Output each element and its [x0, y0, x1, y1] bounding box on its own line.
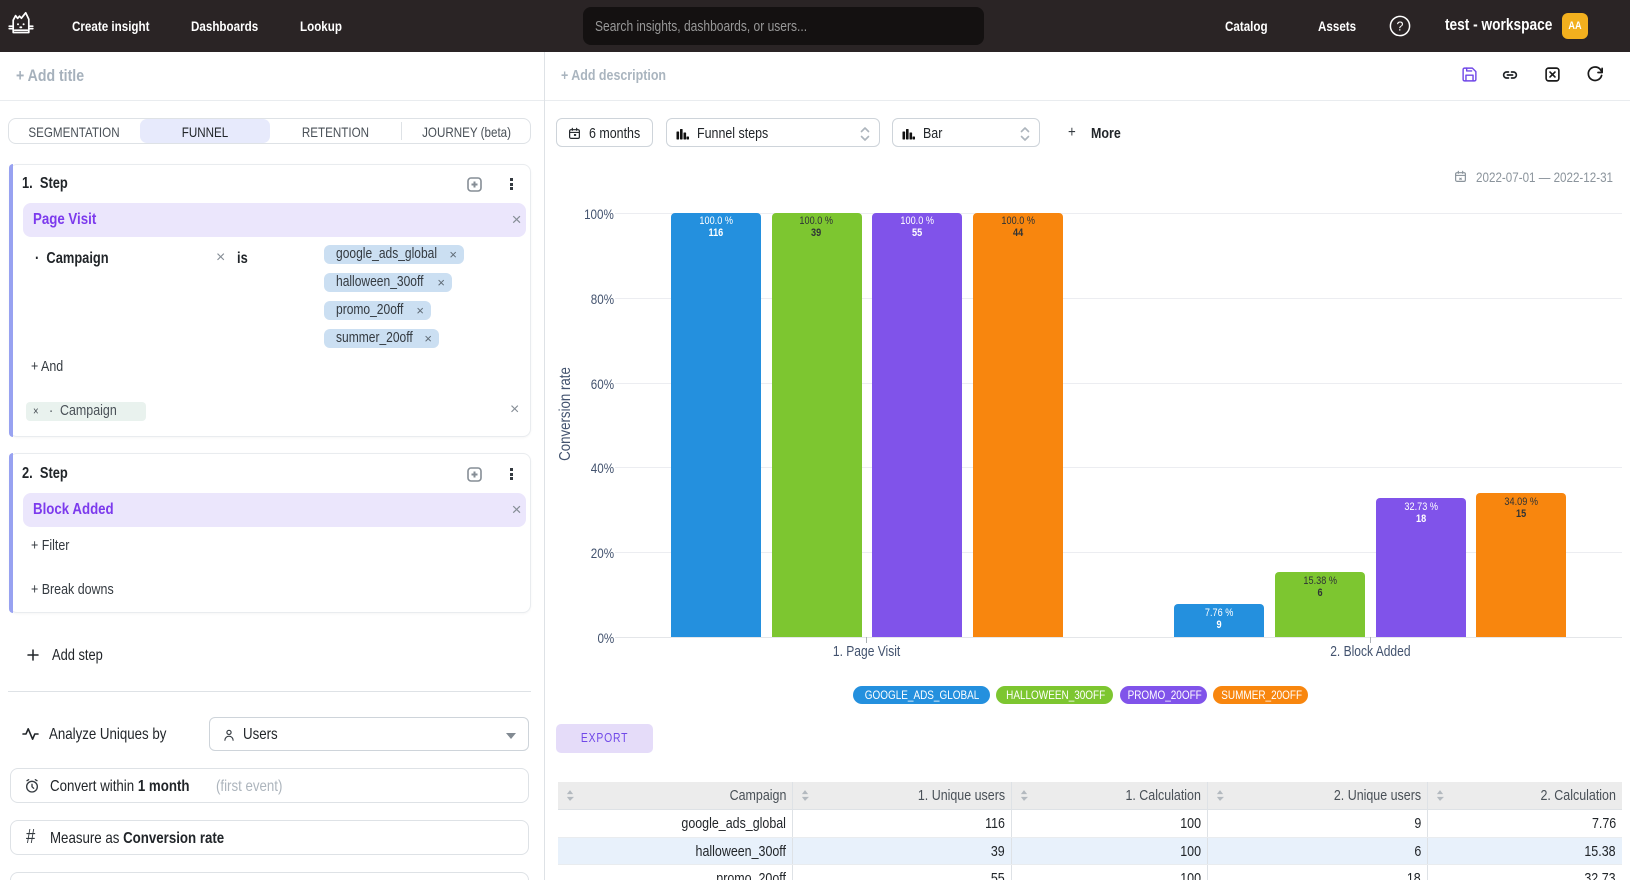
- svg-text:?: ?: [1397, 19, 1404, 33]
